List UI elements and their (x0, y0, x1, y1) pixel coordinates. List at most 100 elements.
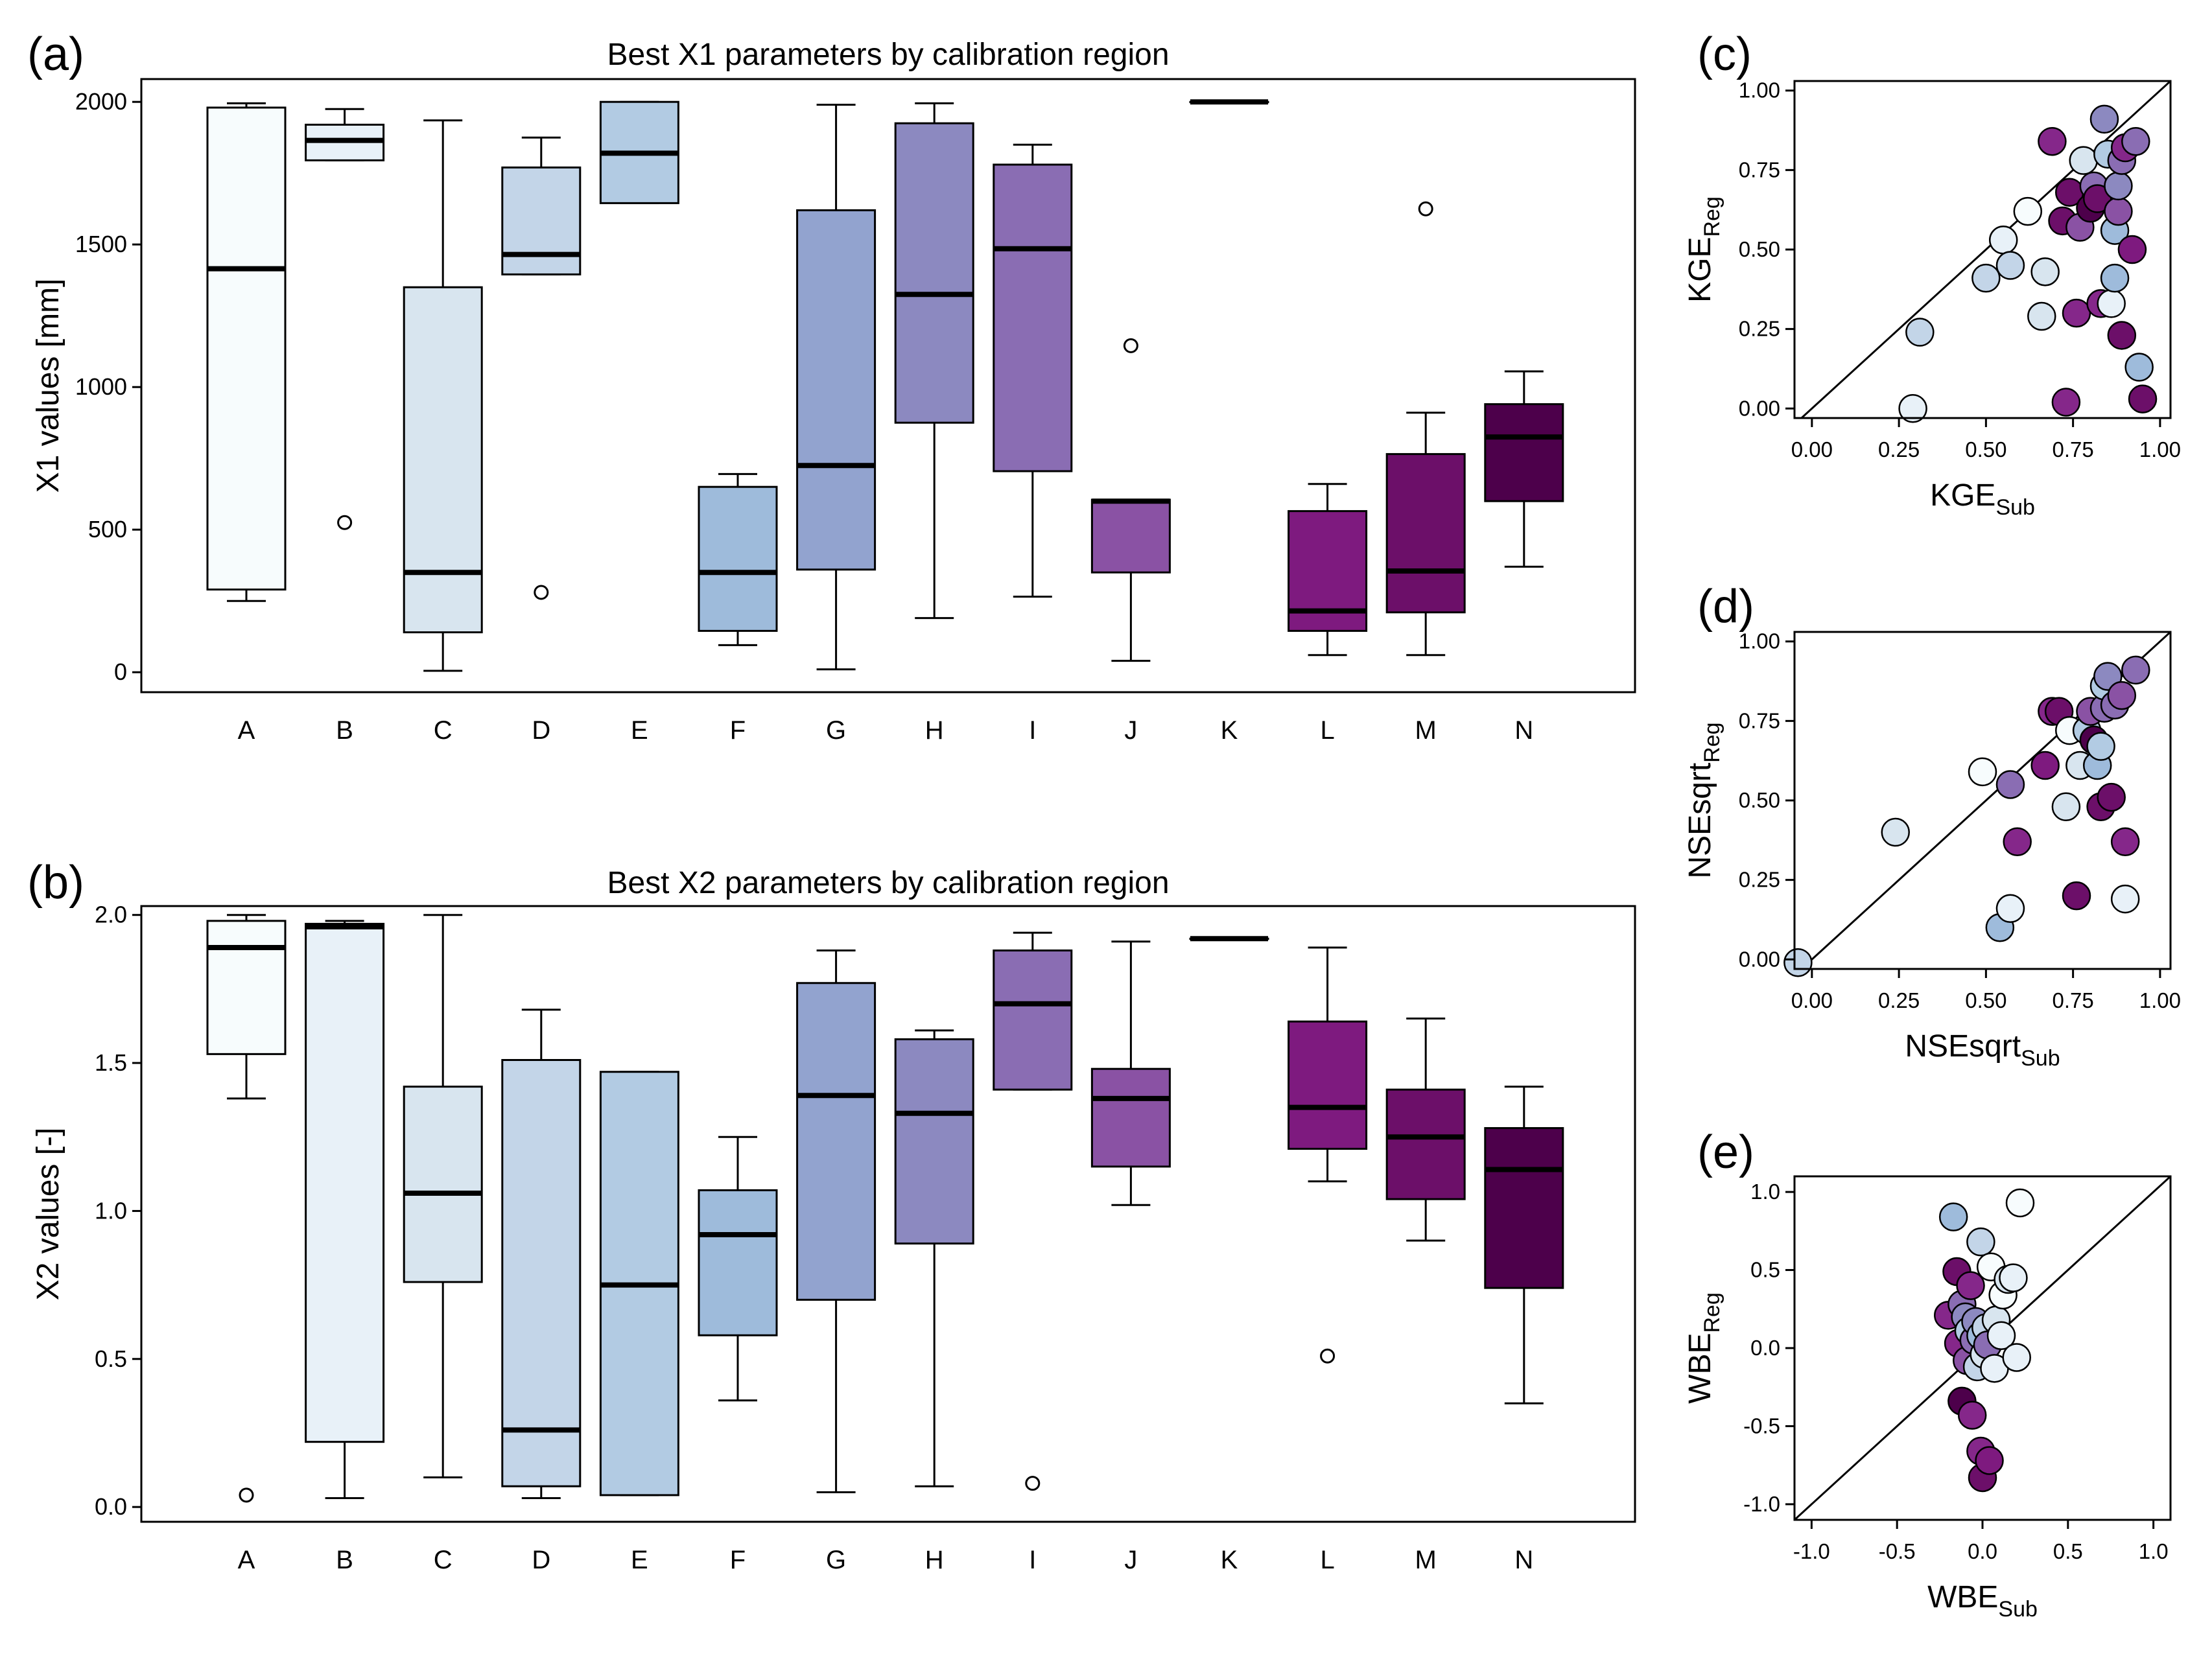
x-tick-label: -1.0 (1793, 1539, 1830, 1563)
x-tick-label: 0.75 (2053, 988, 2094, 1012)
y-tick-label: 1500 (75, 231, 127, 257)
x-tick-label: 0.00 (1791, 437, 1833, 461)
y-tick-label: 0.0 (95, 1493, 127, 1520)
box-F (698, 1189, 778, 1336)
scatter-point (2051, 792, 2081, 822)
outlier-point (337, 515, 353, 530)
scatter-point (2097, 782, 2126, 812)
y-tick-label: 1.0 (1750, 1180, 1780, 1204)
y-tick-label: 0.00 (1739, 947, 1780, 971)
scatter-point (1995, 894, 2025, 924)
x-category-label: I (1029, 1546, 1036, 1574)
scatter-point (1905, 318, 1935, 347)
x-tick-label: 0.50 (1965, 988, 2006, 1012)
x-category-label: H (925, 1546, 944, 1574)
box-H (894, 1038, 974, 1245)
panel-label: (a) (27, 29, 84, 80)
scatter-point (2030, 751, 2060, 780)
x-category-label: E (631, 1546, 648, 1574)
scatter-point (2062, 298, 2091, 328)
scatter-point (1986, 1321, 2016, 1350)
scatter-point (1966, 1227, 1995, 1257)
x-axis-label: NSEsqrtSub (1905, 1029, 2060, 1071)
y-tick-label: 500 (88, 516, 127, 542)
x-category-label: A (238, 1546, 255, 1574)
scatter-point (2051, 388, 2081, 417)
y-tick-label: 2000 (75, 88, 127, 115)
x-tick-label: 0.75 (2053, 437, 2094, 461)
outlier-point (239, 1487, 254, 1503)
scatter-point (2086, 732, 2115, 761)
chart-title: Best X2 parameters by calibration region (607, 866, 1169, 900)
plot-frame (140, 905, 1636, 1523)
y-axis-label-main: KGE (1683, 237, 1717, 303)
x-tick-label: 0.50 (1965, 437, 2006, 461)
x-category-label: C (434, 716, 453, 745)
y-tick-label: 1000 (75, 373, 127, 400)
x-category-label: F (730, 716, 746, 745)
x-category-label: I (1029, 716, 1036, 745)
x-category-label: D (532, 1546, 550, 1574)
x-category-label: M (1415, 1546, 1437, 1574)
x-category-label: F (730, 1546, 746, 1574)
x-axis-label-main: NSEsqrt (1905, 1029, 2021, 1064)
scatter-point (1898, 394, 1927, 423)
x-category-label: C (434, 1546, 453, 1574)
y-tick-label: 0.50 (1739, 237, 1780, 261)
x-category-label: G (826, 1546, 846, 1574)
x-tick-label: -0.5 (1879, 1539, 1916, 1563)
box-C (403, 1086, 483, 1283)
scatter-point (1881, 817, 1910, 847)
box-C (403, 286, 483, 634)
x-category-label: L (1320, 716, 1334, 745)
scatter-point (2110, 827, 2140, 857)
scatter-point (1956, 1271, 1985, 1300)
x-category-label: J (1124, 716, 1137, 745)
box-N (1484, 403, 1564, 502)
one-to-one-line (1800, 81, 2171, 418)
scatter-point (2121, 655, 2150, 685)
y-axis-label-main: WBE (1683, 1333, 1717, 1404)
y-tick-label: 2.0 (95, 902, 127, 928)
y-tick-label: 1.5 (95, 1049, 127, 1076)
scatter-point (1783, 948, 1813, 977)
box-I (993, 163, 1073, 472)
x-category-label: M (1415, 716, 1437, 745)
x-tick-label: 0.5 (2053, 1539, 2083, 1563)
x-category-label: D (532, 716, 550, 745)
panel-label: (b) (27, 857, 84, 909)
y-tick-label: 0.50 (1739, 788, 1780, 812)
scatter-point (2107, 321, 2137, 350)
scatter-point (2124, 353, 2154, 382)
box-I (993, 949, 1073, 1091)
scatter-point (2110, 884, 2140, 914)
box-D (501, 1059, 582, 1487)
outlier-point (1320, 1348, 1335, 1364)
y-axis-label-subscript: Reg (1700, 196, 1724, 237)
y-axis-label: KGEReg (1683, 196, 1724, 303)
x-category-label: K (1221, 716, 1238, 745)
box-J (1090, 1067, 1171, 1168)
scatter-point (1988, 226, 2018, 255)
x-tick-label: 1.0 (2139, 1539, 2169, 1563)
y-tick-label: 0.75 (1739, 708, 1780, 732)
y-tick-label: 0 (114, 658, 127, 685)
y-tick-label: 0.25 (1739, 868, 1780, 892)
outlier-point (534, 585, 549, 600)
x-category-label: E (631, 716, 648, 745)
outlier-point (1025, 1476, 1041, 1491)
box-F (698, 485, 778, 632)
box-G (796, 209, 877, 571)
box-L (1288, 1020, 1368, 1150)
y-tick-label: -0.5 (1743, 1414, 1780, 1438)
x-category-label: B (336, 716, 353, 745)
scatter-point (1938, 1202, 1968, 1231)
box-J (1090, 498, 1171, 574)
scatter-point (2104, 196, 2133, 226)
x-category-label: H (925, 716, 944, 745)
scatter-point (2089, 104, 2119, 134)
panel-label: (e) (1697, 1126, 1754, 1178)
scatter-point (2005, 1188, 2035, 1218)
x-tick-label: 0.25 (1878, 437, 1920, 461)
